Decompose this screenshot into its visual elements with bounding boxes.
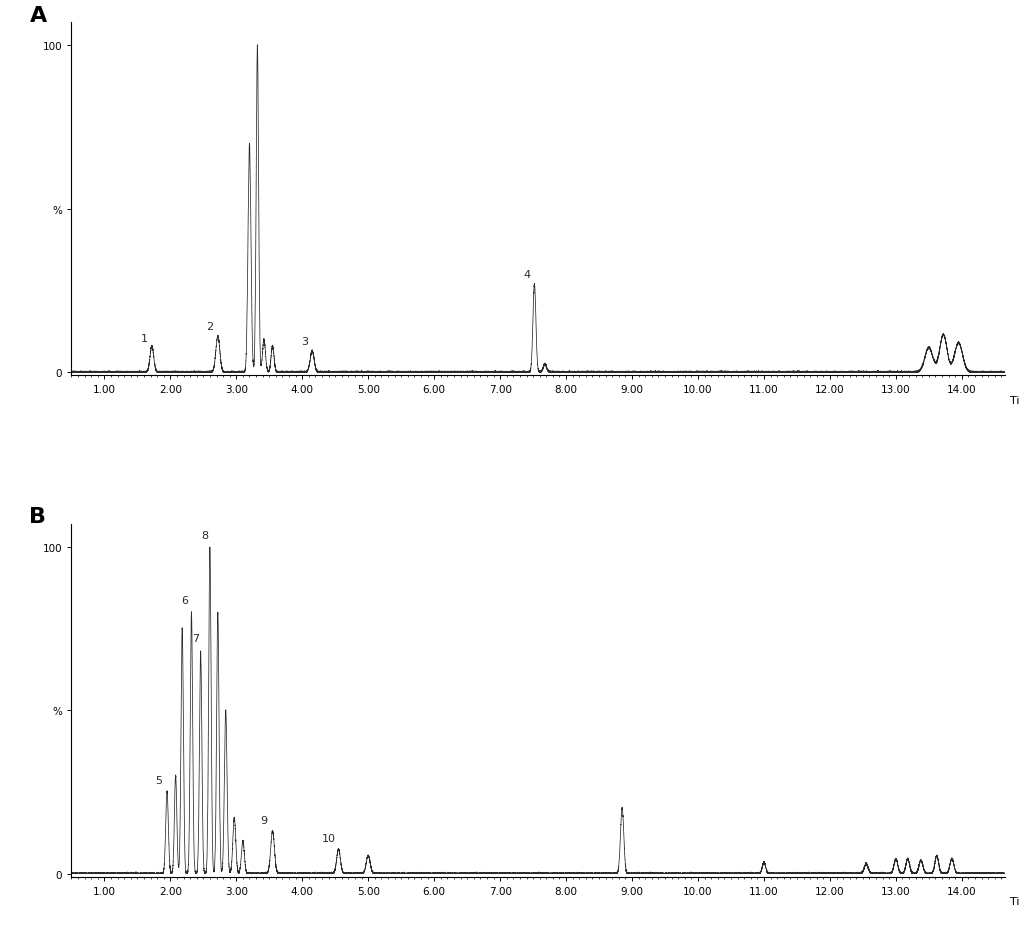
Text: 8: 8 xyxy=(201,531,208,540)
Text: 1: 1 xyxy=(141,333,148,343)
Text: B: B xyxy=(30,507,46,526)
Text: 6: 6 xyxy=(181,596,189,606)
Text: Time: Time xyxy=(1009,395,1019,406)
Text: Time: Time xyxy=(1009,896,1019,907)
Text: A: A xyxy=(30,6,47,26)
Text: 10: 10 xyxy=(321,832,335,843)
Text: 2: 2 xyxy=(206,322,213,332)
Text: 9: 9 xyxy=(260,815,267,825)
Text: 4: 4 xyxy=(523,270,530,279)
Text: 3: 3 xyxy=(301,337,308,346)
Text: 5: 5 xyxy=(155,776,162,785)
Text: 7: 7 xyxy=(192,634,199,643)
